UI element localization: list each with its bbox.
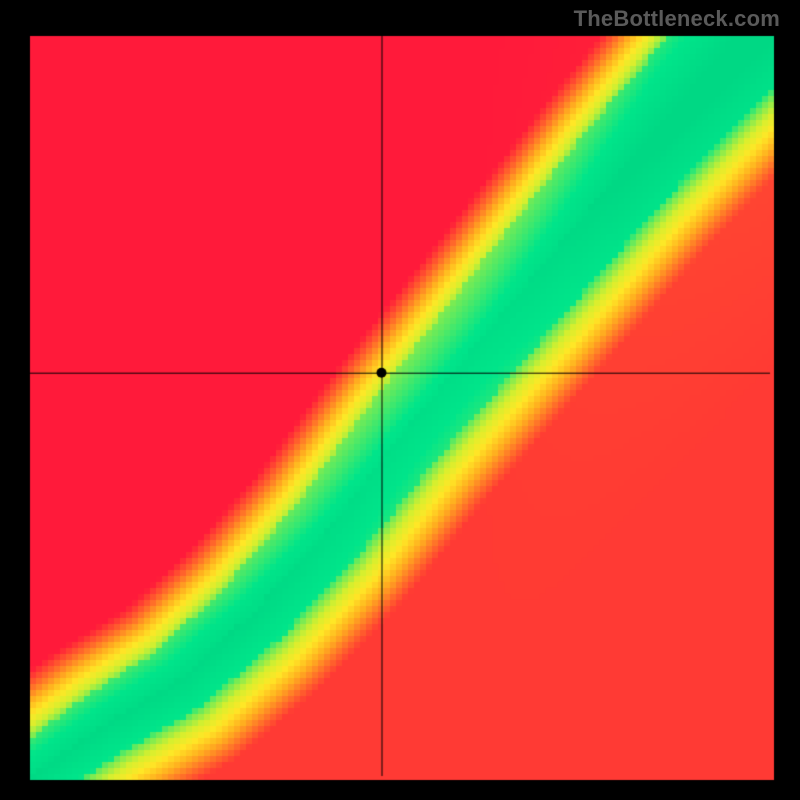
bottleneck-heatmap-canvas — [0, 0, 800, 800]
watermark-text: TheBottleneck.com — [574, 6, 780, 32]
